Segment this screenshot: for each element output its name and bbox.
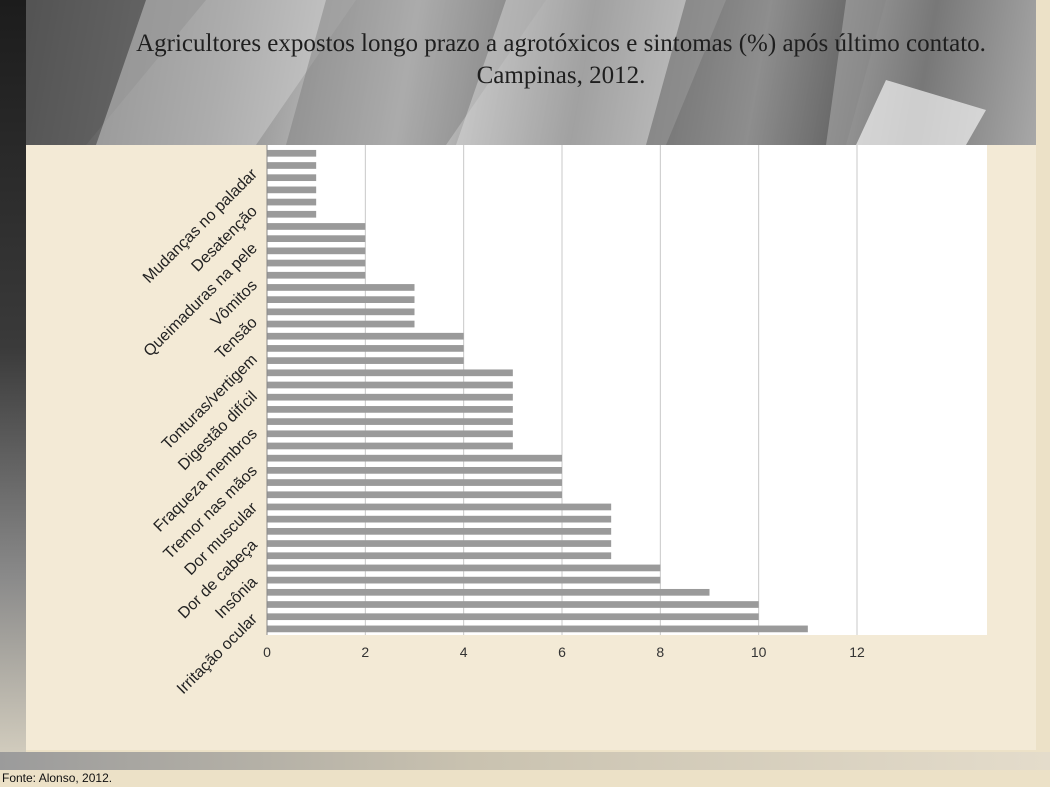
bar — [267, 552, 612, 560]
bar — [267, 149, 317, 157]
chart-panel: 0 2 4 6 8 10 12 Irritação ocular Insônia Dor de c… — [26, 145, 1036, 750]
bar — [267, 369, 513, 377]
bar — [267, 198, 317, 206]
bar — [267, 259, 366, 267]
x-tick-label: 2 — [361, 644, 369, 660]
bar — [267, 357, 464, 364]
bar — [267, 162, 317, 169]
bar — [267, 320, 415, 328]
bar — [267, 418, 513, 425]
bar — [267, 430, 513, 438]
bar — [267, 223, 366, 230]
bar — [267, 503, 612, 511]
bar — [267, 454, 562, 462]
source-caption: Fonte: Alonso, 2012. — [2, 771, 113, 785]
bar — [267, 442, 513, 450]
bar — [267, 601, 759, 608]
bar — [267, 174, 317, 182]
header-banner: Agricultores expostos longo prazo a agro… — [26, 0, 1036, 145]
bar — [267, 576, 661, 584]
x-tick-label: 6 — [558, 644, 566, 660]
bar — [267, 479, 562, 486]
bar — [267, 540, 612, 547]
bar — [267, 296, 415, 303]
bar — [267, 588, 710, 596]
x-tick-label: 4 — [460, 644, 468, 660]
category-label: Irritação ocular — [174, 610, 261, 697]
bar — [267, 186, 317, 194]
bar — [267, 345, 464, 352]
bottom-decorative-band — [0, 752, 1050, 770]
bar — [267, 247, 366, 255]
chart-title: Agricultores expostos longo prazo a agro… — [136, 30, 986, 89]
bar — [267, 284, 415, 291]
bar — [267, 308, 415, 316]
bar — [267, 393, 513, 401]
bar — [267, 467, 562, 474]
bar — [267, 332, 464, 340]
bar — [267, 491, 562, 499]
x-tick-label: 10 — [751, 644, 767, 660]
bar — [267, 381, 513, 389]
x-tick-label: 0 — [263, 644, 271, 660]
x-tick-label: 8 — [656, 644, 664, 660]
left-decorative-bar — [0, 0, 26, 770]
x-tick-label: 12 — [849, 644, 865, 660]
bar — [267, 210, 317, 218]
bar — [267, 515, 612, 523]
bar — [267, 527, 612, 535]
header-geometric-pattern — [26, 0, 1036, 145]
bar — [267, 406, 513, 413]
plot-area — [267, 145, 987, 635]
bar — [267, 564, 661, 572]
bar — [267, 625, 808, 633]
bar — [267, 613, 759, 621]
bar — [267, 271, 366, 279]
bar — [267, 235, 366, 243]
